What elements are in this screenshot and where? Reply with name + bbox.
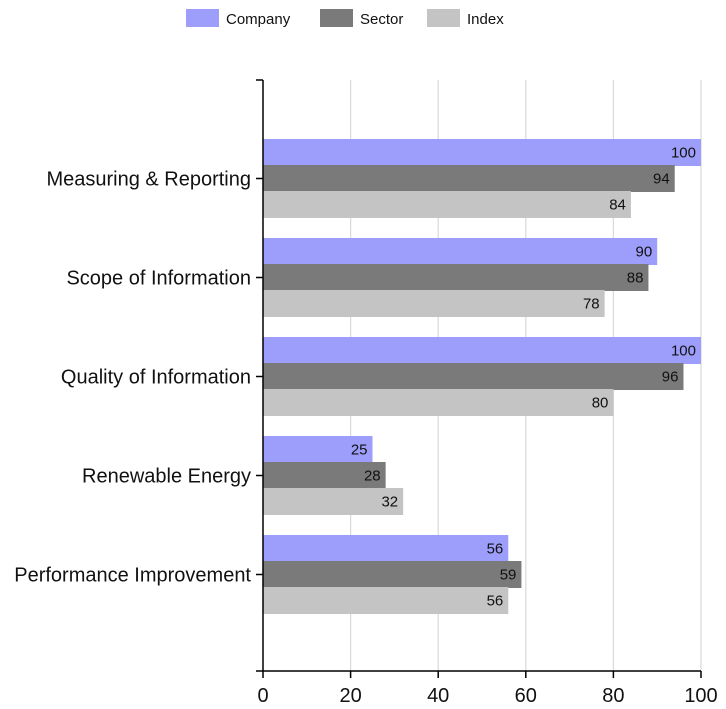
legend-label-company: Company bbox=[226, 11, 291, 28]
category-label: Scope of Information bbox=[66, 268, 251, 290]
bar-sector-quality-of-information bbox=[263, 363, 684, 390]
legend-label-index: Index bbox=[467, 11, 504, 28]
legend-swatch-index bbox=[427, 9, 460, 27]
data-label-company-performance-improvement: 56 bbox=[487, 541, 504, 558]
x-tick-label-20: 20 bbox=[339, 685, 361, 707]
legend-swatch-company bbox=[186, 9, 219, 27]
x-tick-label-80: 80 bbox=[602, 685, 624, 707]
bar-sector-performance-improvement bbox=[263, 561, 522, 588]
bar-index-scope-of-information bbox=[263, 290, 605, 317]
bar-sector-scope-of-information bbox=[263, 264, 649, 291]
bar-index-renewable-energy bbox=[263, 488, 404, 515]
bar-index-quality-of-information bbox=[263, 389, 614, 416]
legend-label-sector: Sector bbox=[360, 11, 403, 28]
data-label-company-measuring-reporting: 100 bbox=[671, 145, 696, 162]
bar-sector-measuring-reporting bbox=[263, 165, 675, 192]
data-label-index-renewable-energy: 32 bbox=[381, 494, 398, 511]
x-tick-label-60: 60 bbox=[515, 685, 537, 707]
bar-index-measuring-reporting bbox=[263, 191, 631, 218]
bar-company-scope-of-information bbox=[263, 238, 658, 265]
x-tick-label-100: 100 bbox=[684, 685, 717, 707]
data-label-index-quality-of-information: 80 bbox=[592, 395, 609, 412]
data-label-sector-performance-improvement: 59 bbox=[500, 567, 517, 584]
category-label: Renewable Energy bbox=[82, 466, 251, 488]
x-tick-label-40: 40 bbox=[427, 685, 449, 707]
data-label-index-measuring-reporting: 84 bbox=[609, 197, 626, 214]
bar-index-performance-improvement bbox=[263, 587, 509, 614]
bar-sector-renewable-energy bbox=[263, 462, 386, 489]
data-label-company-scope-of-information: 90 bbox=[636, 244, 653, 261]
category-label: Performance Improvement bbox=[14, 565, 251, 587]
data-label-sector-scope-of-information: 88 bbox=[627, 270, 644, 287]
data-label-index-performance-improvement: 56 bbox=[487, 593, 504, 610]
legend-swatch-sector bbox=[320, 9, 353, 27]
bar-company-renewable-energy bbox=[263, 436, 373, 463]
data-label-sector-measuring-reporting: 94 bbox=[653, 171, 670, 188]
data-label-index-scope-of-information: 78 bbox=[583, 296, 600, 313]
data-label-sector-quality-of-information: 96 bbox=[662, 369, 679, 386]
bar-company-quality-of-information bbox=[263, 337, 701, 364]
x-tick-label-0: 0 bbox=[257, 685, 268, 707]
data-label-company-quality-of-information: 100 bbox=[671, 343, 696, 360]
bar-company-measuring-reporting bbox=[263, 139, 701, 166]
data-label-sector-renewable-energy: 28 bbox=[364, 468, 381, 485]
bar-company-performance-improvement bbox=[263, 535, 509, 562]
category-label: Quality of Information bbox=[61, 367, 251, 389]
data-label-company-renewable-energy: 25 bbox=[351, 442, 368, 459]
category-label: Measuring & Reporting bbox=[46, 169, 251, 191]
